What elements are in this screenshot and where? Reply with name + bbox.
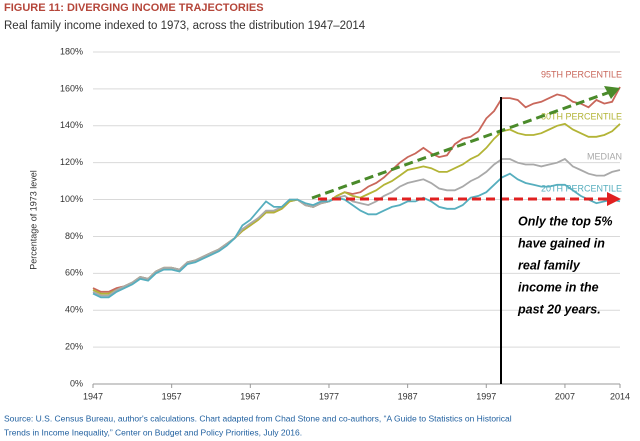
annotation-line: Only the top 5% <box>518 214 612 228</box>
y-tick-label: 100% <box>60 194 83 204</box>
y-tick-label: 0% <box>70 378 83 388</box>
trend-arrow <box>311 90 611 200</box>
series-label: MEDIAN <box>587 151 622 161</box>
x-tick-label: 1967 <box>240 391 260 401</box>
x-tick-label: 2014 <box>610 391 630 401</box>
arrow-head <box>607 192 621 206</box>
series-line <box>92 172 621 299</box>
y-tick-label: 160% <box>60 83 83 93</box>
chart-title: FIGURE 11: DIVERGING INCOME TRAJECTORIES <box>4 2 264 14</box>
y-tick-label: 20% <box>65 341 83 351</box>
chart-subtitle: Real family income indexed to 1973, acro… <box>4 20 366 32</box>
y-axis-label: Percentage of 1973 level <box>28 170 38 270</box>
x-tick-label: 1977 <box>319 391 339 401</box>
y-tick-label: 120% <box>60 157 83 167</box>
x-tick-label: 2007 <box>555 391 575 401</box>
annotation-line: have gained in <box>518 236 605 250</box>
source-line: Source: U.S. Census Bureau, author's cal… <box>4 413 512 423</box>
y-tick-label: 60% <box>65 268 83 278</box>
y-tick-label: 140% <box>60 120 83 130</box>
plot-area: 0% 20% 40% 60% 80% 100% 120% 140% 160% 180% 1947 19… <box>60 46 630 401</box>
y-tick-label: 80% <box>65 231 83 241</box>
source: Source: U.S. Census Bureau, author's cal… <box>4 413 512 437</box>
arrow-head <box>604 86 620 99</box>
x-tick-label: 1987 <box>398 391 418 401</box>
series-label: 80TH PERCENTILE <box>541 111 622 121</box>
x-tick-label: 1997 <box>476 391 496 401</box>
x-tick-label: 1947 <box>83 391 103 401</box>
source-line: Trends in Income Inequality,” Center on … <box>4 427 302 437</box>
y-tick-label: 180% <box>60 46 83 56</box>
series-line <box>92 157 621 297</box>
annotation-line: income in the <box>518 280 599 294</box>
annotation: Only the top 5% have gained in real family… <box>517 214 612 316</box>
annotation-line: past 20 years. <box>517 302 601 316</box>
x-tick-label: 1957 <box>162 391 182 401</box>
series-label: 20TH PERCENTILE <box>541 183 622 193</box>
y-tick-label: 40% <box>65 305 83 315</box>
annotation-line: real family <box>518 258 581 272</box>
series-label: 95TH PERCENTILE <box>541 69 622 79</box>
